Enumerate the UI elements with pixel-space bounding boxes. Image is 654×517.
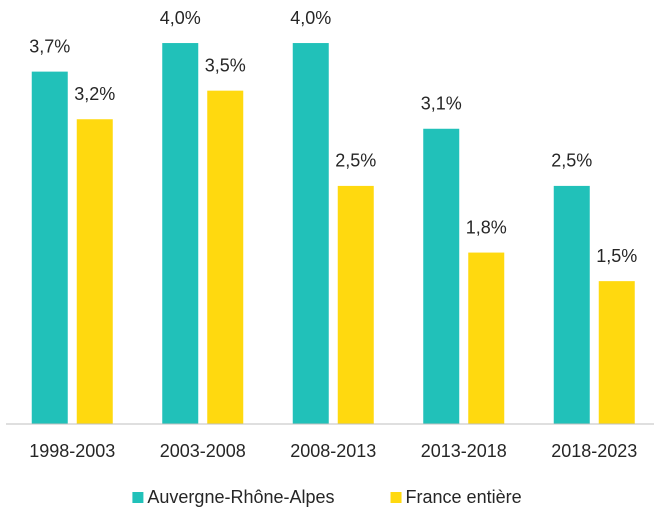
bar bbox=[76, 119, 113, 424]
bar bbox=[292, 43, 329, 425]
bar bbox=[553, 185, 590, 424]
data-label: 1,8% bbox=[466, 217, 507, 237]
x-tick-label: 2018-2023 bbox=[551, 441, 637, 461]
legend-swatch bbox=[390, 492, 402, 503]
bar bbox=[423, 128, 460, 424]
legend-label: Auvergne-Rhône-Alpes bbox=[147, 487, 334, 507]
data-label: 2,5% bbox=[551, 151, 592, 171]
data-label: 4,0% bbox=[290, 8, 331, 28]
x-tick-label: 1998-2003 bbox=[29, 441, 115, 461]
bar bbox=[207, 90, 244, 425]
data-label: 3,1% bbox=[421, 94, 462, 114]
bar bbox=[468, 252, 505, 424]
x-tick-label: 2008-2013 bbox=[290, 441, 376, 461]
legend-label: France entière bbox=[406, 487, 522, 507]
legend-swatch bbox=[132, 492, 144, 503]
data-label: 3,7% bbox=[29, 36, 70, 56]
data-label: 2,5% bbox=[335, 151, 376, 171]
data-label: 3,5% bbox=[205, 55, 246, 75]
data-label: 3,2% bbox=[74, 84, 115, 104]
bar bbox=[598, 281, 635, 424]
data-label: 1,5% bbox=[596, 246, 637, 266]
x-tick-label: 2013-2018 bbox=[421, 441, 507, 461]
bar bbox=[31, 71, 68, 424]
x-tick-label: 2003-2008 bbox=[160, 441, 246, 461]
data-label: 4,0% bbox=[160, 8, 201, 28]
bar bbox=[162, 43, 199, 425]
bar bbox=[337, 185, 374, 424]
